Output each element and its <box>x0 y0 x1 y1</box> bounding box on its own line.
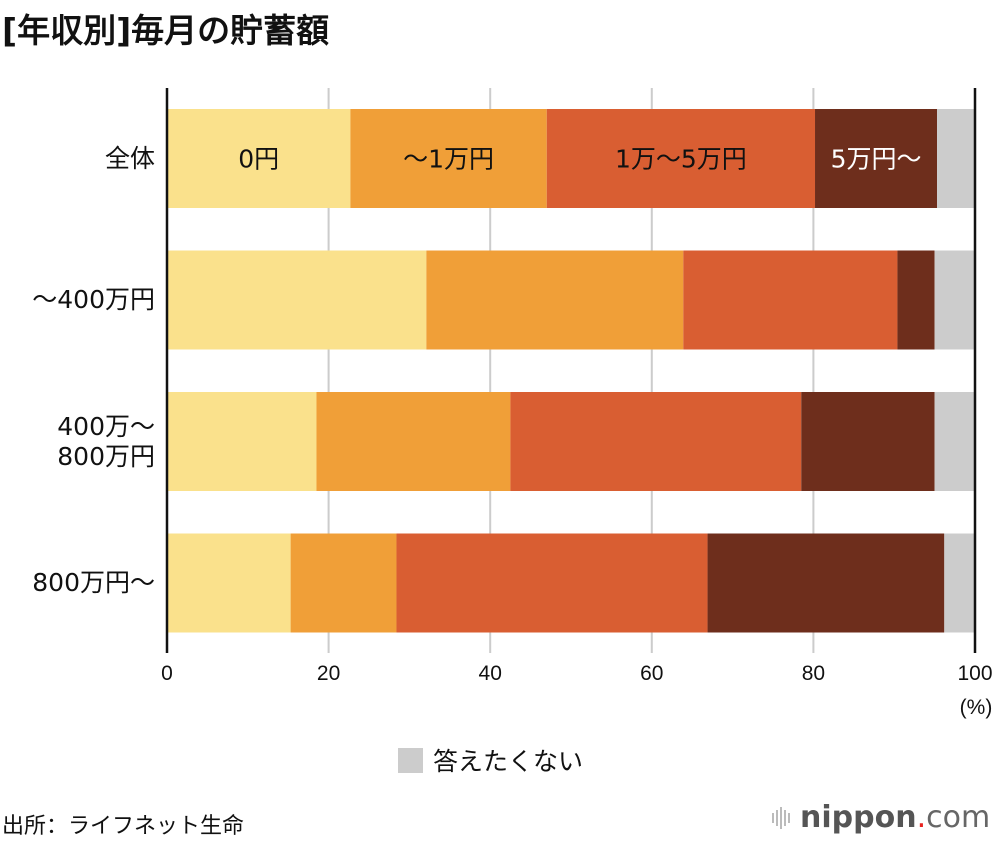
segment-label: 1万～5万円 <box>615 145 747 174</box>
logo-brand: nippon <box>800 800 917 835</box>
bar-segment <box>426 250 684 350</box>
bar-segment <box>937 109 975 208</box>
x-axis-unit: (%) <box>960 696 993 719</box>
bar-segment <box>510 392 802 491</box>
x-tick-label: 20 <box>317 662 340 685</box>
x-tick-label: 40 <box>479 662 502 685</box>
bar-segment <box>707 533 945 633</box>
x-tick-label: 0 <box>161 662 173 685</box>
bar-segment <box>934 250 975 350</box>
x-tick-label: 80 <box>802 662 825 685</box>
sound-bars-icon <box>772 806 792 829</box>
bar-segment <box>944 533 975 633</box>
category-label: ～400万円 <box>32 285 155 314</box>
bar-segment <box>683 250 898 350</box>
bar-segment <box>167 533 291 633</box>
logo-tld: com <box>926 800 991 835</box>
x-tick-label: 60 <box>640 662 663 685</box>
bar-segment <box>801 392 935 491</box>
bar-segment <box>316 392 511 491</box>
category-label: 400万～ 800万円 <box>57 411 155 471</box>
segment-label: 0円 <box>238 145 279 174</box>
nippon-logo: nippon.com <box>772 800 990 835</box>
bar-segment <box>934 392 975 491</box>
legend-swatch-no-answer <box>398 747 423 773</box>
bar-segment <box>290 533 397 633</box>
bar-segment <box>897 250 935 350</box>
bar-segment <box>815 109 938 208</box>
source-note: 出所：ライフネット生命 <box>2 814 245 839</box>
bar-segment <box>167 392 317 491</box>
x-tick-label: 100 <box>957 662 992 685</box>
category-label: 全体 <box>104 143 155 173</box>
logo-dot: . <box>916 800 927 835</box>
category-label: 800万円～ <box>32 568 155 597</box>
bar-segment <box>396 533 708 633</box>
segment-label: 5万円～ <box>831 145 922 174</box>
bar-segment <box>167 250 427 350</box>
legend: 答えたくない <box>398 742 583 778</box>
bar-segment <box>546 109 816 208</box>
bar-segment <box>167 109 351 208</box>
segment-label: ～1万円 <box>403 145 494 174</box>
bar-segment <box>350 109 547 208</box>
chart-title: [年収別]毎月の貯蓄額 <box>2 11 330 50</box>
legend-label-no-answer: 答えたくない <box>433 747 584 776</box>
